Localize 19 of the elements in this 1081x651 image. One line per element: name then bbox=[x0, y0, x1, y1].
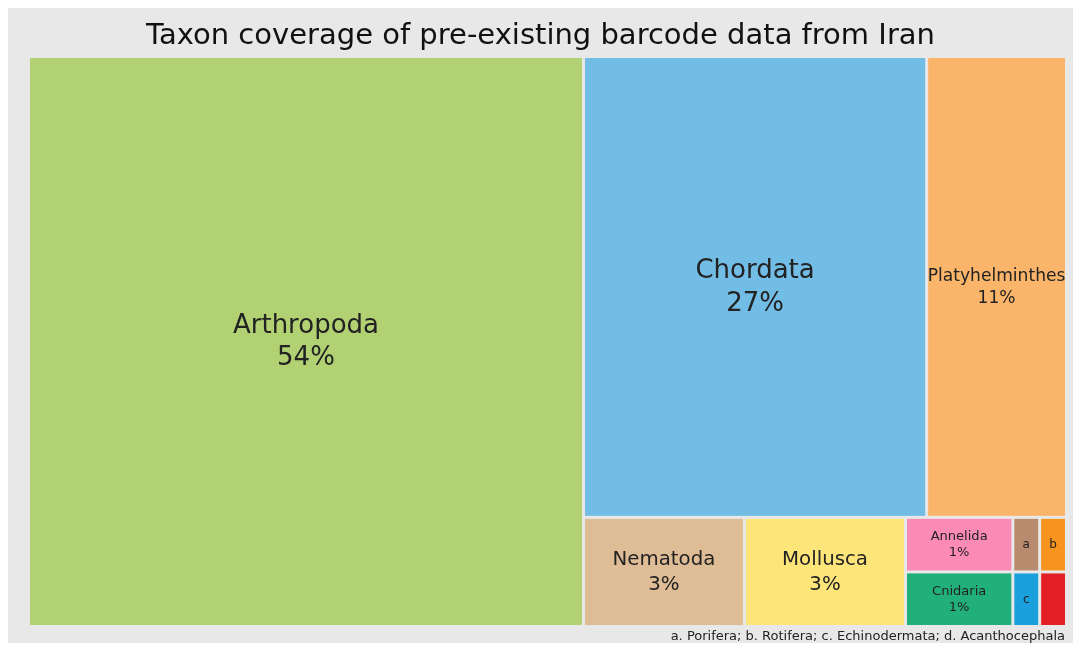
category-label: Chordata bbox=[695, 254, 815, 285]
category-label: Cnidaria bbox=[932, 582, 987, 598]
data-label: 1% bbox=[948, 598, 970, 614]
category-label: Nematoda bbox=[612, 547, 716, 571]
category-label: Arthropoda bbox=[232, 308, 379, 339]
category-label: a bbox=[1022, 537, 1030, 552]
category-label: b bbox=[1049, 537, 1057, 552]
data-label: 3% bbox=[648, 571, 680, 595]
category-label: Mollusca bbox=[782, 547, 868, 571]
data-label: 1% bbox=[948, 544, 970, 560]
category-label: Annelida bbox=[930, 527, 988, 543]
data-label: 3% bbox=[809, 571, 841, 595]
data-label: 54% bbox=[277, 341, 335, 372]
category-label: Platyhelminthes bbox=[927, 265, 1066, 286]
text: a. Porifera; b. Rotifera; c. Echinodermata; d. Acanthocephala bbox=[670, 628, 1065, 643]
data-label: 27% bbox=[726, 286, 784, 317]
text: Taxon coverage of pre-existing barcode data from Iran bbox=[145, 17, 935, 51]
data-label: 11% bbox=[977, 286, 1016, 307]
category-label: c bbox=[1022, 591, 1030, 606]
